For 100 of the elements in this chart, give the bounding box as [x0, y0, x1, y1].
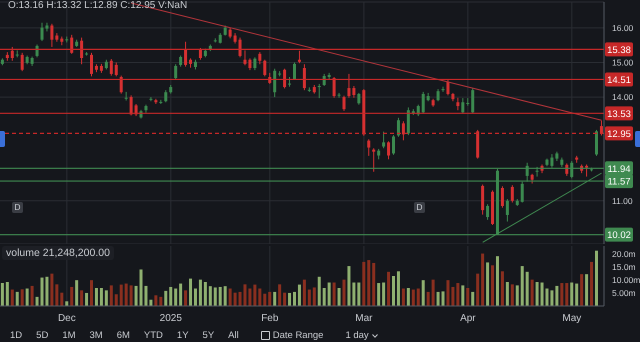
bar [60, 292, 64, 306]
bar [75, 280, 78, 306]
bar [6, 282, 9, 306]
bar [377, 283, 380, 306]
candlestick [298, 50, 301, 64]
y-tick-label: 5.00m [612, 288, 636, 298]
bar [94, 288, 98, 306]
bar [0, 283, 4, 306]
x-tick-label: Apr [460, 313, 476, 324]
candlestick [555, 151, 558, 162]
y-tick-label: 15.00 [612, 58, 634, 68]
candlestick [506, 198, 509, 222]
candlestick [20, 52, 24, 72]
bar [575, 284, 578, 306]
y-tick-label: 11.00 [612, 196, 633, 206]
bar [382, 282, 386, 306]
bar [189, 278, 192, 306]
bar [456, 283, 460, 306]
candlestick [347, 73, 350, 98]
candlestick [184, 41, 188, 68]
bar [292, 292, 296, 306]
bar [506, 282, 509, 306]
bar [357, 282, 360, 306]
candlestick [80, 37, 84, 65]
bar [491, 265, 494, 306]
y-tick-label: 16.00 [612, 22, 634, 33]
bar [238, 292, 242, 306]
bar [560, 283, 564, 306]
d-badge: D [12, 202, 23, 213]
candlestick [357, 92, 360, 106]
candlestick [164, 90, 168, 103]
bar [318, 276, 321, 306]
ref-line-label: 15.38 [607, 44, 631, 56]
candlestick [228, 27, 232, 39]
bar [159, 296, 162, 306]
candlestick [594, 129, 598, 156]
bar [545, 288, 548, 306]
bar [298, 284, 301, 306]
candlestick [104, 59, 108, 70]
bar [585, 274, 588, 306]
candlestick [198, 47, 202, 60]
bar [243, 284, 246, 306]
bar [134, 286, 138, 306]
bar [283, 292, 286, 306]
bar [392, 276, 396, 306]
bar [471, 292, 474, 306]
text: 1D [10, 330, 22, 341]
bar [198, 280, 202, 306]
bar [184, 290, 188, 306]
bar [580, 274, 584, 306]
bar [412, 290, 415, 306]
bar [124, 284, 128, 306]
candlestick [436, 88, 440, 102]
d-badge: D [414, 202, 425, 213]
candlestick [70, 34, 74, 54]
bar [594, 250, 598, 306]
ref-line-label: 11.57 [607, 176, 631, 188]
bar [422, 280, 425, 306]
y-tick-label: 10.00m [612, 274, 640, 285]
candlestick [288, 76, 292, 88]
text: 6M [116, 330, 130, 341]
candlestick [243, 50, 246, 66]
candlestick [530, 173, 534, 184]
bar [481, 254, 484, 306]
annotation: volume 21,248,200.00 [2, 246, 114, 260]
text: 1Y [176, 330, 189, 341]
candlestick [461, 98, 464, 114]
candlestick [600, 120, 603, 136]
bar [80, 290, 84, 306]
candlestick [372, 148, 376, 172]
bar [496, 256, 499, 306]
text: YTD [144, 330, 163, 341]
bar [130, 285, 133, 306]
ref-line-label: 11.94 [607, 164, 631, 175]
candlestick [130, 94, 133, 116]
text: 5Y [202, 330, 214, 341]
candlestick [234, 32, 237, 44]
bar [85, 292, 88, 306]
bar [16, 292, 19, 306]
text: 5D [36, 330, 48, 341]
candlestick [263, 59, 266, 77]
bar [322, 288, 326, 306]
candlestick [120, 75, 123, 94]
bar [461, 285, 464, 306]
bar [342, 280, 346, 306]
candlestick [486, 204, 490, 220]
bar [510, 284, 514, 306]
ref-line-label: 12.95 [607, 128, 631, 140]
bar [436, 292, 440, 306]
text: 1M [62, 330, 76, 341]
candlestick [332, 76, 336, 98]
bar [446, 280, 450, 306]
bar [352, 282, 356, 306]
bar [486, 262, 490, 306]
bar [36, 296, 39, 306]
bar [26, 288, 29, 306]
candlestick [392, 134, 396, 156]
bar [402, 288, 405, 306]
text: All [228, 330, 239, 341]
bar [288, 292, 292, 306]
